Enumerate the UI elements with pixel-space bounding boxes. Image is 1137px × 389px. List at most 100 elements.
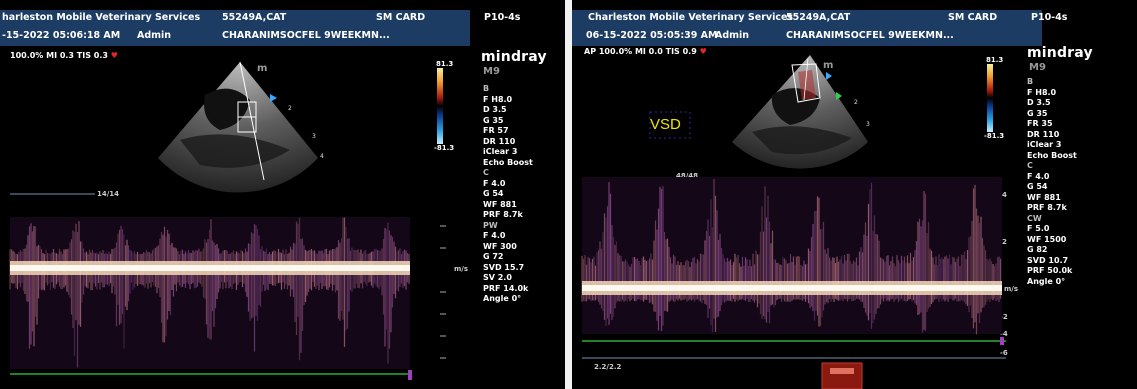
right-param-item: D 3.5 <box>1027 98 1051 107</box>
right-param-section: CW <box>1027 213 1042 223</box>
left-description: CHARANIMSOCFEL 9WEEKMN... <box>222 30 390 41</box>
left-param-item: Angle 0° <box>483 294 522 303</box>
left-colorbar-top: 81.3 <box>436 60 454 68</box>
vsd-annotation-label: VSD <box>650 116 681 133</box>
right-scale-tick: 2 <box>1002 238 1007 246</box>
right-colorbar-bottom: -81.3 <box>984 132 1005 140</box>
right-scale-tick: -2 <box>1000 313 1008 321</box>
left-param-section: B <box>483 84 490 93</box>
right-param-item: iClear 3 <box>1027 140 1062 149</box>
heart-icon: ♥ <box>110 51 118 60</box>
right-param-item: PRF 50.0k <box>1027 266 1073 275</box>
left-param-item: D 3.5 <box>483 105 507 114</box>
left-bmode-sector: 2 3 4 <box>158 61 324 193</box>
right-velocity-colorbar <box>987 64 993 132</box>
left-marker-m: m <box>257 63 268 74</box>
right-velocity-unit: m/s <box>1004 285 1019 293</box>
right-param-item: Angle 0° <box>1027 276 1066 286</box>
left-param-item: WF 881 <box>483 199 517 209</box>
right-clinic-name: Charleston Mobile Veterinary Services <box>588 12 794 23</box>
right-param-section: B <box>1027 77 1034 86</box>
left-param-item: F 4.0 <box>483 231 506 240</box>
right-colorbar-top: 81.3 <box>986 56 1004 64</box>
right-param-item: F 5.0 <box>1027 224 1050 233</box>
left-status-readout: 100.0% MI 0.3 TIS 0.3 ♥ <box>10 51 118 60</box>
left-param-item: G 54 <box>483 189 504 198</box>
right-doppler-spectrum <box>581 177 1002 335</box>
svg-text:3: 3 <box>312 133 316 140</box>
left-param-item: WF 300 <box>483 241 517 251</box>
left-ultrasound-panel: harleston Mobile Veterinary Services 552… <box>0 0 565 389</box>
right-param-section: C <box>1027 161 1033 170</box>
left-param-section: C <box>483 168 489 177</box>
right-ultrasound-panel: Charleston Mobile Veterinary Services 55… <box>572 0 1137 389</box>
right-scale-tick: -6 <box>1000 349 1008 357</box>
left-imaging-canvas: 2 3 4 <box>9 61 446 380</box>
left-probe: P10-4s <box>484 12 521 23</box>
left-header-bar <box>0 10 470 46</box>
right-imaging-canvas: 2 3 <box>581 55 1006 389</box>
right-param-item: G 54 <box>1027 182 1048 191</box>
svg-text:4: 4 <box>320 153 324 160</box>
left-velocity-colorbar <box>437 68 443 144</box>
right-param-item: DR 110 <box>1027 129 1060 139</box>
right-model: M9 <box>1029 62 1046 73</box>
left-param-item: G 72 <box>483 252 504 261</box>
right-marker-m: m <box>823 60 834 71</box>
left-param-item: iClear 3 <box>483 147 518 156</box>
right-cursor-marker-icon <box>836 92 842 100</box>
left-clinic-name: harleston Mobile Veterinary Services <box>2 12 201 23</box>
left-param-item: SVD 15.7 <box>483 262 525 272</box>
left-param-item: DR 110 <box>483 136 516 146</box>
right-status-readout: AP 100.0% MI 0.0 TIS 0.9 ♥ <box>584 47 707 56</box>
right-param-item: WF 881 <box>1027 192 1061 202</box>
right-patient-id: 55249A,CAT <box>786 12 851 23</box>
left-datetime: -15-2022 05:06:18 AM <box>2 30 121 41</box>
left-param-item: FR 57 <box>483 126 509 135</box>
right-datetime: 06-15-2022 05:05:39 AM <box>586 30 718 41</box>
right-scale-tick: 4 <box>1002 191 1007 199</box>
right-param-item: F H8.0 <box>1027 87 1057 97</box>
left-operator: Admin <box>137 30 172 41</box>
right-preset: SM CARD <box>948 12 998 23</box>
svg-text:2: 2 <box>288 105 292 112</box>
right-param-item: WF 1500 <box>1027 234 1067 244</box>
right-param-item: G 82 <box>1027 245 1048 254</box>
heart-icon: ♥ <box>699 47 707 56</box>
right-param-item: PRF 8.7k <box>1027 203 1067 212</box>
right-description: CHARANIMSOCFEL 9WEEKMN... <box>786 30 954 41</box>
left-param-item: F 4.0 <box>483 178 506 188</box>
svg-text:3: 3 <box>866 121 870 128</box>
right-bmode-sector: 2 3 <box>732 55 870 169</box>
right-param-item: Echo Boost <box>1027 150 1077 160</box>
right-header-bar <box>572 10 1042 46</box>
right-sweep-label: 48/48 <box>676 172 699 180</box>
right-bottom-label: 2.2/2.2 <box>594 363 622 371</box>
right-scale-tick: -4 <box>1000 330 1008 338</box>
left-sweep-label: 14/14 <box>97 190 120 198</box>
left-param-item: PRF 14.0k <box>483 283 529 293</box>
right-operator: Admin <box>715 30 750 41</box>
left-param-item: Echo Boost <box>483 157 533 167</box>
left-velocity-unit: m/s <box>454 265 469 273</box>
left-probe-orientation-icon <box>270 94 277 102</box>
left-preset: SM CARD <box>376 12 426 23</box>
right-brand-logo: mindray <box>1027 45 1093 61</box>
right-param-item: F 4.0 <box>1027 171 1050 181</box>
left-brand-logo: mindray <box>481 49 547 65</box>
left-param-item: G 35 <box>483 115 504 125</box>
red-thumbnail-tag <box>821 362 863 389</box>
right-probe-orientation-icon <box>826 72 832 80</box>
left-param-item: SV 2.0 <box>483 273 512 282</box>
panel-divider <box>565 0 572 389</box>
right-probe: P10-4s <box>1031 12 1068 23</box>
svg-text:2: 2 <box>854 99 858 106</box>
left-param-item: F H8.0 <box>483 94 513 104</box>
right-param-item: G 35 <box>1027 108 1048 118</box>
right-param-item: SVD 10.7 <box>1027 255 1069 265</box>
left-param-section: PW <box>483 220 498 230</box>
left-doppler-spectrum <box>9 217 410 369</box>
left-param-item: PRF 8.7k <box>483 210 523 219</box>
